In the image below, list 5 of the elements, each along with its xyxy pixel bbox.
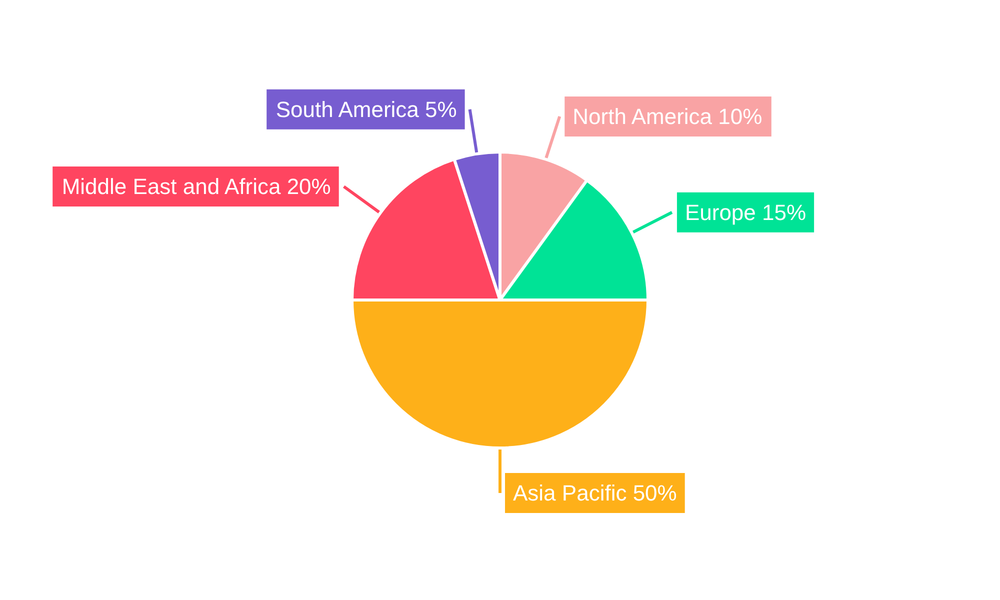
slice-label: Asia Pacific 50%	[513, 480, 677, 506]
slice-label: North America 10%	[572, 104, 762, 129]
slice-label: South America 5%	[276, 96, 457, 122]
slice-label: Middle East and Africa 20%	[62, 174, 331, 200]
slice-label: Europe 15%	[684, 200, 806, 225]
